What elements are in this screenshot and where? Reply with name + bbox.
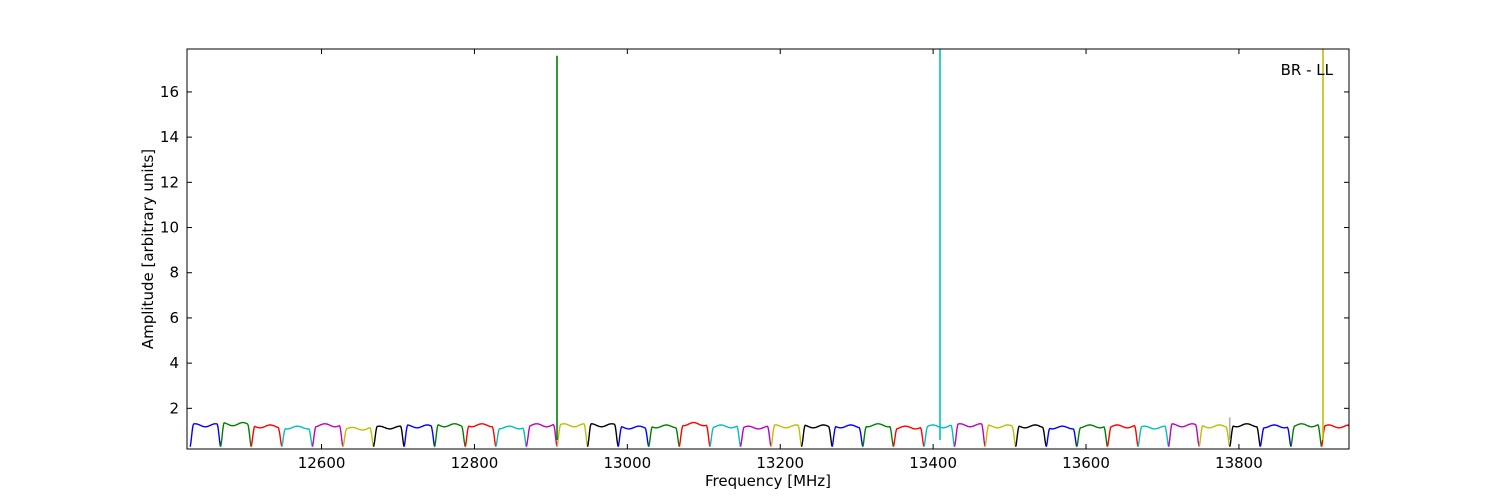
x-axis-label: Frequency [MHz] — [705, 472, 831, 490]
band-curve — [1259, 424, 1292, 447]
band-curve — [709, 424, 742, 447]
band-curve — [862, 423, 895, 447]
baseline-annotation: BR - LL — [1281, 61, 1334, 79]
band-curve — [1198, 424, 1231, 447]
band-curve — [464, 423, 497, 447]
band-curve — [311, 423, 344, 447]
band-curve — [770, 424, 803, 447]
band-curve — [556, 423, 589, 447]
y-tick-label: 4 — [169, 354, 179, 372]
band-curve — [1076, 424, 1109, 447]
band-curve — [189, 423, 222, 447]
band-curve — [831, 424, 864, 447]
band-curve — [800, 424, 833, 447]
x-tick-label: 13800 — [1215, 454, 1263, 472]
band-curve — [495, 425, 528, 447]
band-curve — [1137, 425, 1170, 447]
band-curve — [219, 421, 252, 447]
band-curve — [586, 423, 619, 447]
band-curve — [1167, 423, 1200, 447]
y-tick-label: 16 — [160, 83, 179, 101]
band-curve — [1106, 424, 1139, 447]
band-curve — [923, 424, 956, 447]
band-curve — [984, 424, 1017, 447]
band-curve — [1320, 424, 1349, 447]
x-tick-label: 13000 — [603, 454, 651, 472]
y-tick-label: 8 — [169, 264, 179, 282]
y-tick-label: 2 — [169, 399, 179, 417]
band-curve — [892, 425, 925, 447]
band-curve — [953, 423, 986, 447]
x-tick-label: 12800 — [451, 454, 499, 472]
band-curve — [617, 425, 650, 447]
y-axis-label: Amplitude [arbitrary units] — [139, 149, 157, 349]
x-tick-label: 13600 — [1062, 454, 1110, 472]
band-curve — [342, 426, 375, 447]
axis-ticks: 12600 12800 13000 13200 13400 13600 13800 2 4 6 8 1… — [160, 49, 1349, 472]
band-curve — [1229, 423, 1261, 447]
y-tick-label: 6 — [169, 309, 179, 327]
band-curve — [1015, 424, 1047, 447]
band-curve — [648, 424, 680, 447]
plot-area — [189, 49, 1349, 447]
x-tick-label: 12600 — [298, 454, 346, 472]
band-curve — [1290, 423, 1323, 447]
x-tick-label: 13400 — [909, 454, 957, 472]
band-curve — [372, 425, 405, 447]
axes-frame — [186, 48, 1350, 450]
y-tick-label: 14 — [160, 128, 179, 146]
y-tick-label: 10 — [160, 219, 179, 237]
band-curve — [403, 424, 436, 447]
y-tick-label: 12 — [160, 173, 179, 191]
x-tick-label: 13200 — [756, 454, 804, 472]
band-curve — [678, 421, 711, 447]
band-curve — [434, 423, 466, 447]
band-curve — [739, 425, 772, 447]
band-curve — [281, 425, 314, 447]
band-curve — [250, 424, 283, 447]
band-curve — [525, 423, 558, 447]
band-curve — [1045, 425, 1078, 447]
